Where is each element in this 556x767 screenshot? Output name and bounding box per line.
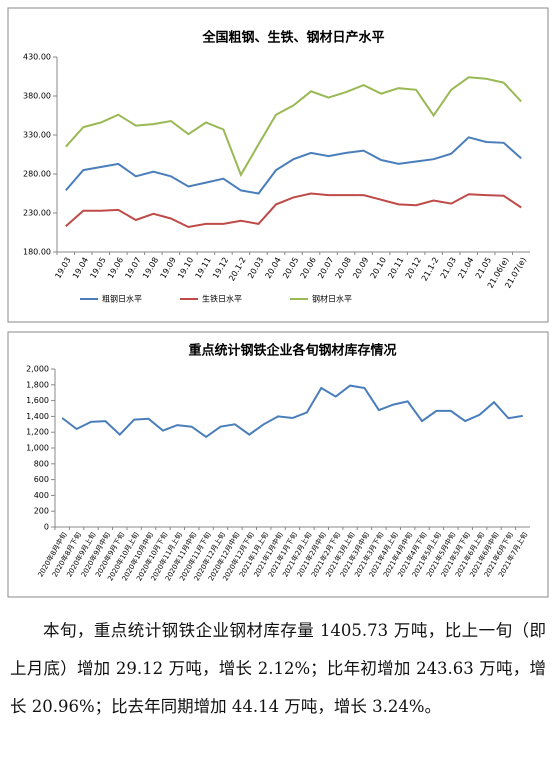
series-line (65, 76, 522, 178)
y-tick-label: 600 (34, 475, 49, 484)
y-tick-label: 430.00 (23, 53, 51, 62)
series-line (65, 136, 522, 195)
chart-title: 全国粗钢、生铁、钢材日产水平 (201, 30, 384, 46)
y-tick-label: 380.00 (23, 92, 51, 101)
legend-label: 钢材日水平 (312, 294, 352, 304)
y-tick-label: 230.00 (23, 209, 51, 218)
y-tick-label: 1,600 (26, 396, 49, 405)
y-tick-label: 0 (44, 523, 49, 532)
chart-frame (7, 7, 549, 323)
y-tick-label: 200 (34, 507, 49, 516)
charts: 全国粗钢、生铁、钢材日产水平 180.00 230.00 280.00 330.00 38… (7, 7, 549, 598)
legend-label: 生铁日水平 (202, 294, 242, 304)
chart-frame (7, 331, 549, 598)
y-tick-label: 1,400 (26, 412, 49, 421)
y-tick-label: 400 (34, 491, 49, 500)
y-tick-label: 1,000 (26, 444, 49, 453)
series-line (65, 192, 522, 229)
y-tick-label: 1,800 (26, 380, 49, 389)
y-tick-label: 1,200 (26, 428, 49, 437)
y-tick-label: 800 (34, 459, 49, 468)
y-tick-label: 180.00 (23, 248, 51, 257)
y-tick-label: 2,000 (26, 365, 49, 374)
legend-label: 粗钢日水平 (102, 294, 142, 304)
paragraph: 本旬，重点统计钢铁企业钢材库存量 1405.73 万吨，比上一旬（即上月底）增加… (10, 621, 546, 716)
series-line (61, 384, 523, 439)
y-tick-label: 330.00 (23, 131, 51, 140)
chart-title: 重点统计钢铁企业各旬钢材库存情况 (188, 343, 396, 359)
y-tick-label: 280.00 (23, 170, 51, 179)
